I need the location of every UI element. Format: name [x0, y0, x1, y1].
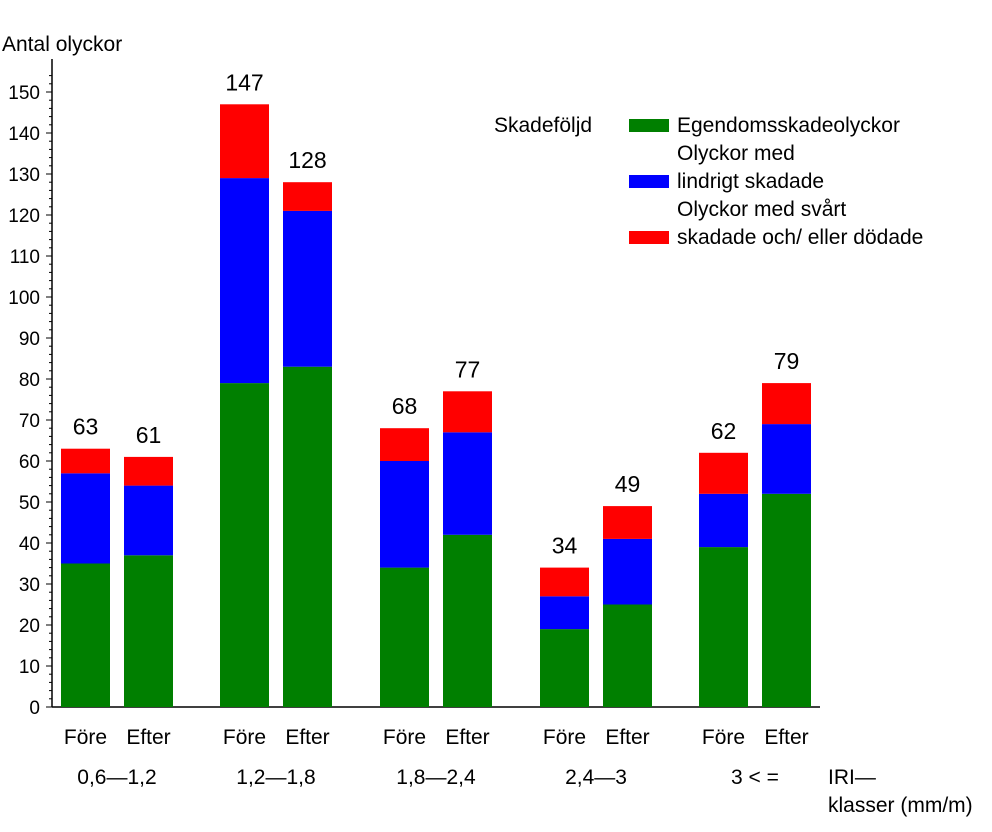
bar-segment-minor — [699, 493, 748, 548]
legend-entry-text: Egendomsskadeolyckor — [677, 114, 900, 137]
bar-segment-property — [762, 493, 811, 707]
bars: 63 61 147 128 68 77 34 49 62 79 — [61, 69, 811, 707]
bar-label: Efter — [445, 726, 489, 749]
legend-swatch — [629, 119, 669, 132]
y-tick-label: 10 — [19, 657, 40, 678]
bar-total-label: 77 — [455, 356, 481, 382]
bar-segment-minor — [220, 178, 269, 384]
y-tick-label: 0 — [29, 698, 40, 719]
group-label: 2,4—3 — [565, 766, 627, 789]
y-tick-label: 140 — [8, 124, 40, 145]
bar-total-label: 34 — [552, 533, 578, 559]
bar-segment-minor — [124, 485, 173, 556]
bar-segment-property — [699, 547, 748, 707]
legend-entry-text: Olyckor med svårt — [677, 198, 846, 221]
legend: Skadeföljd Egendomsskadeolyckor Olyckor me… — [494, 114, 923, 249]
bar-segment-severe — [762, 383, 811, 425]
bar-segment-severe — [220, 104, 269, 179]
x-axis-label-line: klasser (mm/m) — [828, 794, 973, 817]
bar-segment-severe — [283, 182, 332, 211]
y-tick-label: 90 — [19, 329, 40, 350]
y-tick-label: 130 — [8, 165, 40, 186]
bar-segment-property — [61, 563, 110, 707]
bar-segment-minor — [603, 538, 652, 605]
y-tick-label: 70 — [19, 411, 40, 432]
legend-swatch — [629, 231, 669, 244]
legend-title: Skadeföljd — [494, 114, 592, 137]
y-tick-label: 60 — [19, 452, 40, 473]
bar-segment-property — [124, 555, 173, 707]
bar-segment-severe — [124, 456, 173, 486]
bar-label: Efter — [285, 726, 329, 749]
bar-segment-minor — [443, 432, 492, 535]
bar-segment-property — [220, 383, 269, 707]
y-tick-label: 110 — [10, 247, 40, 268]
legend-entry-text: lindrigt skadade — [677, 170, 824, 193]
bar-total-label: 61 — [136, 422, 162, 448]
group-label: 3 < = — [731, 766, 779, 789]
y-tick-label: 80 — [19, 370, 40, 391]
group-label: 0,6—1,2 — [77, 766, 156, 789]
bar-segment-minor — [380, 461, 429, 568]
bar-total-label: 49 — [615, 471, 641, 497]
y-tick-label: 50 — [19, 493, 40, 514]
bar-segment-severe — [443, 391, 492, 433]
bar-segment-property — [380, 567, 429, 707]
bar-segment-severe — [61, 448, 110, 474]
bar-total-label: 63 — [73, 414, 99, 440]
x-axis-label-line: IRI— — [828, 766, 876, 789]
bar-total-label: 68 — [392, 393, 418, 419]
bar-label: Efter — [764, 726, 808, 749]
bar-segment-minor — [61, 473, 110, 564]
x-axis-label: IRI— klasser (mm/m) — [828, 766, 973, 817]
y-tick-label: 150 — [8, 83, 40, 104]
y-tick-label: 30 — [19, 575, 40, 596]
y-ticks: 0 10 20 30 40 50 60 70 80 90 100 110 120 130 140 150 — [8, 83, 52, 719]
bar-total-label: 128 — [288, 147, 326, 173]
legend-swatch — [629, 175, 669, 188]
y-tick-label: 40 — [19, 534, 40, 555]
bar-segment-minor — [762, 424, 811, 494]
bar-segment-property — [443, 534, 492, 707]
bar-label: Före — [64, 726, 107, 749]
bar-label: Före — [543, 726, 586, 749]
y-tick-label: 20 — [19, 616, 40, 637]
y-axis-label: Antal olyckor — [2, 33, 122, 56]
bar-segment-property — [603, 604, 652, 707]
bar-segment-minor — [283, 210, 332, 367]
bar-label: Före — [383, 726, 426, 749]
bar-total-label: 147 — [225, 69, 263, 95]
bar-label: Före — [223, 726, 266, 749]
x-labels: Före Efter 0,6—1,2 Före Efter 1,2—1,8 Före Efte… — [64, 726, 809, 789]
bar-label: Före — [702, 726, 745, 749]
bar-total-label: 79 — [774, 348, 800, 374]
bar-label: Efter — [126, 726, 170, 749]
legend-entry-text: Olyckor med — [677, 142, 795, 165]
bar-segment-minor — [540, 596, 589, 630]
bar-segment-severe — [380, 428, 429, 461]
bar-total-label: 62 — [711, 418, 737, 444]
bar-segment-severe — [603, 506, 652, 539]
bar-segment-severe — [699, 452, 748, 494]
group-label: 1,2—1,8 — [236, 766, 315, 789]
legend-entry-text: skadade och/ eller dödade — [677, 226, 923, 249]
group-label: 1,8—2,4 — [396, 766, 476, 789]
y-tick-label: 120 — [8, 206, 40, 227]
y-tick-label: 100 — [8, 288, 40, 309]
bar-segment-property — [283, 366, 332, 707]
bar-label: Efter — [605, 726, 649, 749]
bar-segment-property — [540, 629, 589, 707]
bar-segment-severe — [540, 567, 589, 597]
